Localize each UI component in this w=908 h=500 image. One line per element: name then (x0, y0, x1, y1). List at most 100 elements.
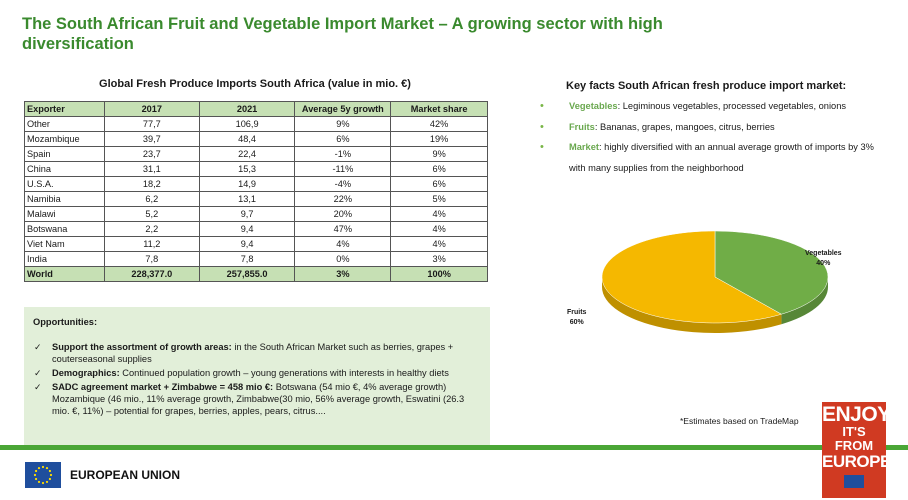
table-cell: 106,9 (198, 116, 296, 132)
fact-text: : Bananas, grapes, mangoes, citrus, berr… (594, 121, 775, 132)
slice-value: 40% (816, 260, 831, 267)
table-cell: Spain (24, 146, 105, 162)
table-cell: 47% (294, 221, 392, 237)
star-icon (48, 469, 52, 473)
col-2017: 2017 (103, 101, 200, 117)
table-cell: 100% (390, 266, 488, 282)
page-title: The South African Fruit and Vegetable Im… (22, 15, 663, 53)
table-cell: 9,4 (198, 221, 296, 237)
table-row: U.S.A. 18,2 14,9 -4% 6% (24, 176, 488, 192)
table-cell: Viet Nam (24, 236, 105, 252)
table-cell: 31,1 (103, 161, 200, 177)
table-row: Botswana 2,2 9,4 47% 4% (24, 221, 488, 237)
bullet-icon: • (540, 120, 544, 133)
logo-line: IT'S FROM (834, 424, 874, 453)
table-cell: 3% (390, 251, 488, 267)
table-row: Malawi 5,2 9,7 20% 4% (24, 206, 488, 222)
list-item: • Market: highly diversified with an annu… (538, 137, 878, 178)
opportunities-panel: Opportunities: ✓ Support the assortment o… (24, 307, 490, 445)
star-icon (45, 480, 49, 484)
table-cell: 6% (294, 131, 392, 147)
fact-text: : highly diversified with an annual aver… (569, 142, 874, 173)
opportunity-text: in the South African Market such as berr… (52, 342, 454, 364)
table-row: China 31,1 15,3 -11% 6% (24, 161, 488, 177)
table-title: Global Fresh Produce Imports South Afric… (99, 78, 411, 90)
fruits-slice-label: Fruits 60% (567, 308, 586, 328)
slice-value: 60% (569, 319, 584, 326)
list-item: ✓ Demographics: Continued population grow… (32, 367, 484, 379)
table-cell: 2,2 (103, 221, 200, 237)
table-cell: 9,7 (198, 206, 296, 222)
table-row: Mozambique 39,7 48,4 6% 19% (24, 131, 488, 147)
table-cell: 77,7 (103, 116, 200, 132)
star-icon (41, 481, 45, 485)
table-cell: 42% (390, 116, 488, 132)
col-exporter: Exporter (24, 101, 105, 117)
table-cell: -1% (294, 146, 392, 162)
opportunity-text: Botswana (54 mio €, 4% average growth) M… (52, 382, 465, 416)
opportunity-label: Support the assortment of growth areas: (52, 342, 232, 352)
enjoy-europe-logo: ENJOY IT'S FROM EUROPE (822, 402, 891, 498)
table-row: Spain 23,7 22,4 -1% 9% (24, 146, 488, 162)
table-cell: 48,4 (198, 131, 296, 147)
eu-stars (33, 465, 53, 485)
list-item: • Vegetables: Legiminous vegetables, proc… (538, 96, 878, 117)
table-total-row: World 228,377.0 257,855.0 3% 100% (24, 266, 488, 282)
star-icon (37, 466, 41, 470)
table-cell: 4% (390, 206, 488, 222)
checkmark-icon: ✓ (34, 382, 42, 392)
table-row: Namibia 6,2 13,1 22% 5% (24, 191, 488, 207)
table-cell: Mozambique (24, 131, 105, 147)
table-cell: India (24, 251, 105, 267)
table-cell: U.S.A. (24, 176, 105, 192)
opportunity-label: SADC agreement market + Zimbabwe = 458 m… (52, 382, 274, 392)
table-cell: 9,4 (198, 236, 296, 252)
table-cell: Botswana (24, 221, 105, 237)
vegetables-slice-label: Vegetables 40% (805, 249, 842, 269)
table-cell: 15,3 (198, 161, 296, 177)
estimates-note: *Estimates based on TradeMap (680, 416, 799, 426)
table-row: Viet Nam 11,2 9,4 4% 4% (24, 236, 488, 252)
opportunities-list: ✓ Support the assortment of growth areas:… (32, 341, 484, 419)
list-item: ✓ Support the assortment of growth areas:… (32, 341, 484, 365)
eu-flag-icon (25, 462, 61, 488)
table-cell: China (24, 161, 105, 177)
table-cell: 3% (294, 266, 392, 282)
table-cell: 5% (390, 191, 488, 207)
vegetables-slice-side (781, 277, 828, 325)
col-growth: Average 5y growth (294, 101, 392, 117)
bullet-icon: • (540, 141, 544, 153)
eu-flag-icon (844, 475, 864, 488)
star-icon (33, 473, 37, 477)
col-2021: 2021 (198, 101, 296, 117)
bullet-icon: • (540, 100, 544, 112)
slice-name: Fruits (567, 309, 587, 316)
opportunity-text: Continued population growth – young gene… (119, 368, 449, 378)
fact-text: : Legiminous vegetables, processed veget… (617, 101, 847, 111)
fact-label: Fruits (569, 121, 595, 132)
table-cell: 14,9 (198, 176, 296, 192)
table-cell: 5,2 (103, 206, 200, 222)
list-item: ✓ SADC agreement market + Zimbabwe = 458 … (32, 381, 484, 417)
logo-line: ENJOY (822, 403, 891, 426)
checkmark-icon: ✓ (34, 342, 42, 352)
opportunity-label: Demographics: (52, 368, 120, 378)
table-cell: Other (24, 116, 105, 132)
fruits-slice (601, 230, 783, 324)
star-icon (37, 480, 41, 484)
slice-name: Vegetables (805, 250, 842, 257)
table-cell: 6% (390, 176, 488, 192)
col-share: Market share (390, 101, 488, 117)
table-cell: 7,8 (198, 251, 296, 267)
key-facts-title: Key facts South African fresh produce im… (566, 80, 847, 92)
table-cell: 7,8 (103, 251, 200, 267)
table-cell: 9% (294, 116, 392, 132)
star-icon (34, 469, 38, 473)
table-cell: 4% (294, 236, 392, 252)
star-icon (49, 473, 53, 477)
fact-label: Vegetables (569, 101, 618, 111)
key-facts-list: • Vegetables: Legiminous vegetables, proc… (538, 96, 878, 178)
vegetables-slice (714, 230, 829, 315)
star-icon (34, 477, 38, 481)
table-cell: 23,7 (103, 146, 200, 162)
